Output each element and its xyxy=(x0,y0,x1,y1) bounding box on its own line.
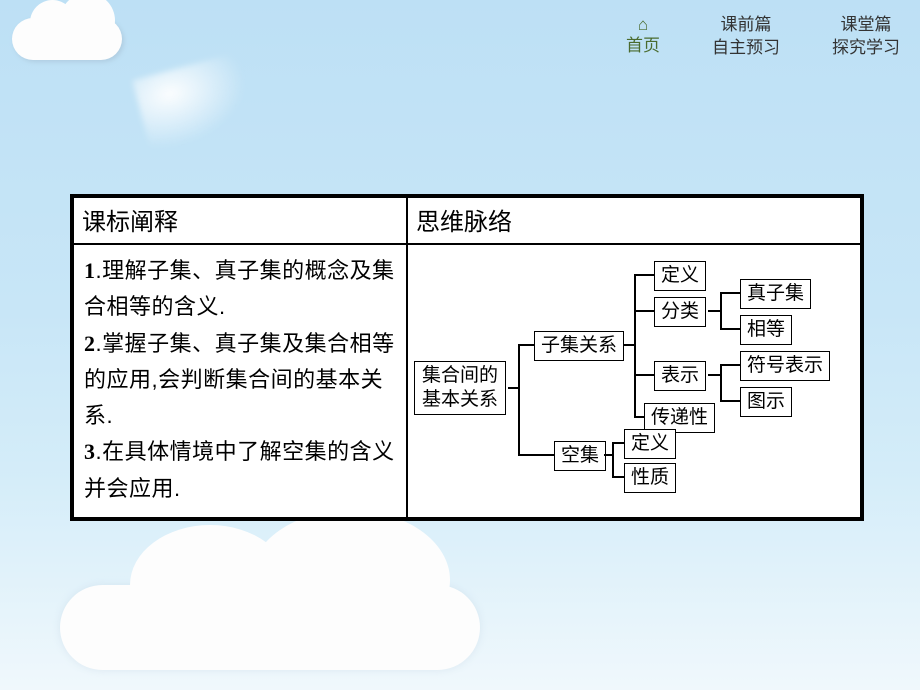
node-subset: 子集关系 xyxy=(534,331,624,361)
nav-inclass-l2: 探究学习 xyxy=(832,38,900,57)
node-proper: 真子集 xyxy=(740,279,811,309)
content-table: 课标阐释 思维脉络 1.理解子集、真子集的概念及集合相等的含义. 2.掌握子集、… xyxy=(70,194,864,521)
node-root: 集合间的 基本关系 xyxy=(414,361,506,415)
home-icon: ⌂ xyxy=(626,14,660,37)
nav-home-label: 首页 xyxy=(626,36,660,55)
nav-preclass-l2: 自主预习 xyxy=(712,38,780,57)
header-left: 课标阐释 xyxy=(74,198,408,243)
mindmap: 集合间的 基本关系 子集关系 空集 定义 分类 表示 传递性 真子集 相等 符号… xyxy=(408,245,860,517)
node-symbol: 符号表示 xyxy=(740,351,830,381)
node-equal: 相等 xyxy=(740,315,792,345)
cloud-deco-bottom xyxy=(60,585,480,670)
feather-deco xyxy=(132,52,258,153)
top-nav: ⌂ 首页 课前篇 自主预习 课堂篇 探究学习 xyxy=(626,14,900,60)
nav-inclass-l1: 课堂篇 xyxy=(841,15,892,34)
table-body: 1.理解子集、真子集的概念及集合相等的含义. 2.掌握子集、真子集及集合相等的应… xyxy=(74,245,860,517)
nav-inclass[interactable]: 课堂篇 探究学习 xyxy=(832,14,900,60)
node-empty: 空集 xyxy=(554,441,606,471)
obj2-no: 2 xyxy=(84,331,96,356)
obj2-text: .掌握子集、真子集及集合相等的应用,会判断集合间的基本关系. xyxy=(84,331,395,429)
nav-preclass[interactable]: 课前篇 自主预习 xyxy=(712,14,780,60)
cloud-deco-top xyxy=(12,18,122,60)
obj3-text: .在具体情境中了解空集的含义并会应用. xyxy=(84,439,395,500)
node-repr: 表示 xyxy=(654,361,706,391)
obj1-no: 1 xyxy=(84,258,96,283)
node-prop: 性质 xyxy=(624,463,676,493)
nav-preclass-l1: 课前篇 xyxy=(721,15,772,34)
node-edef: 定义 xyxy=(624,429,676,459)
obj3-no: 3 xyxy=(84,439,96,464)
nav-home[interactable]: ⌂ 首页 xyxy=(626,14,660,60)
node-class: 分类 xyxy=(654,297,706,327)
mindmap-cell: 集合间的 基本关系 子集关系 空集 定义 分类 表示 传递性 真子集 相等 符号… xyxy=(408,245,860,517)
objectives-cell: 1.理解子集、真子集的概念及集合相等的含义. 2.掌握子集、真子集及集合相等的应… xyxy=(74,245,408,517)
node-diagram: 图示 xyxy=(740,387,792,417)
table-header: 课标阐释 思维脉络 xyxy=(74,198,860,245)
obj1-text: .理解子集、真子集的概念及集合相等的含义. xyxy=(84,258,395,319)
node-def: 定义 xyxy=(654,261,706,291)
header-right: 思维脉络 xyxy=(408,198,860,243)
